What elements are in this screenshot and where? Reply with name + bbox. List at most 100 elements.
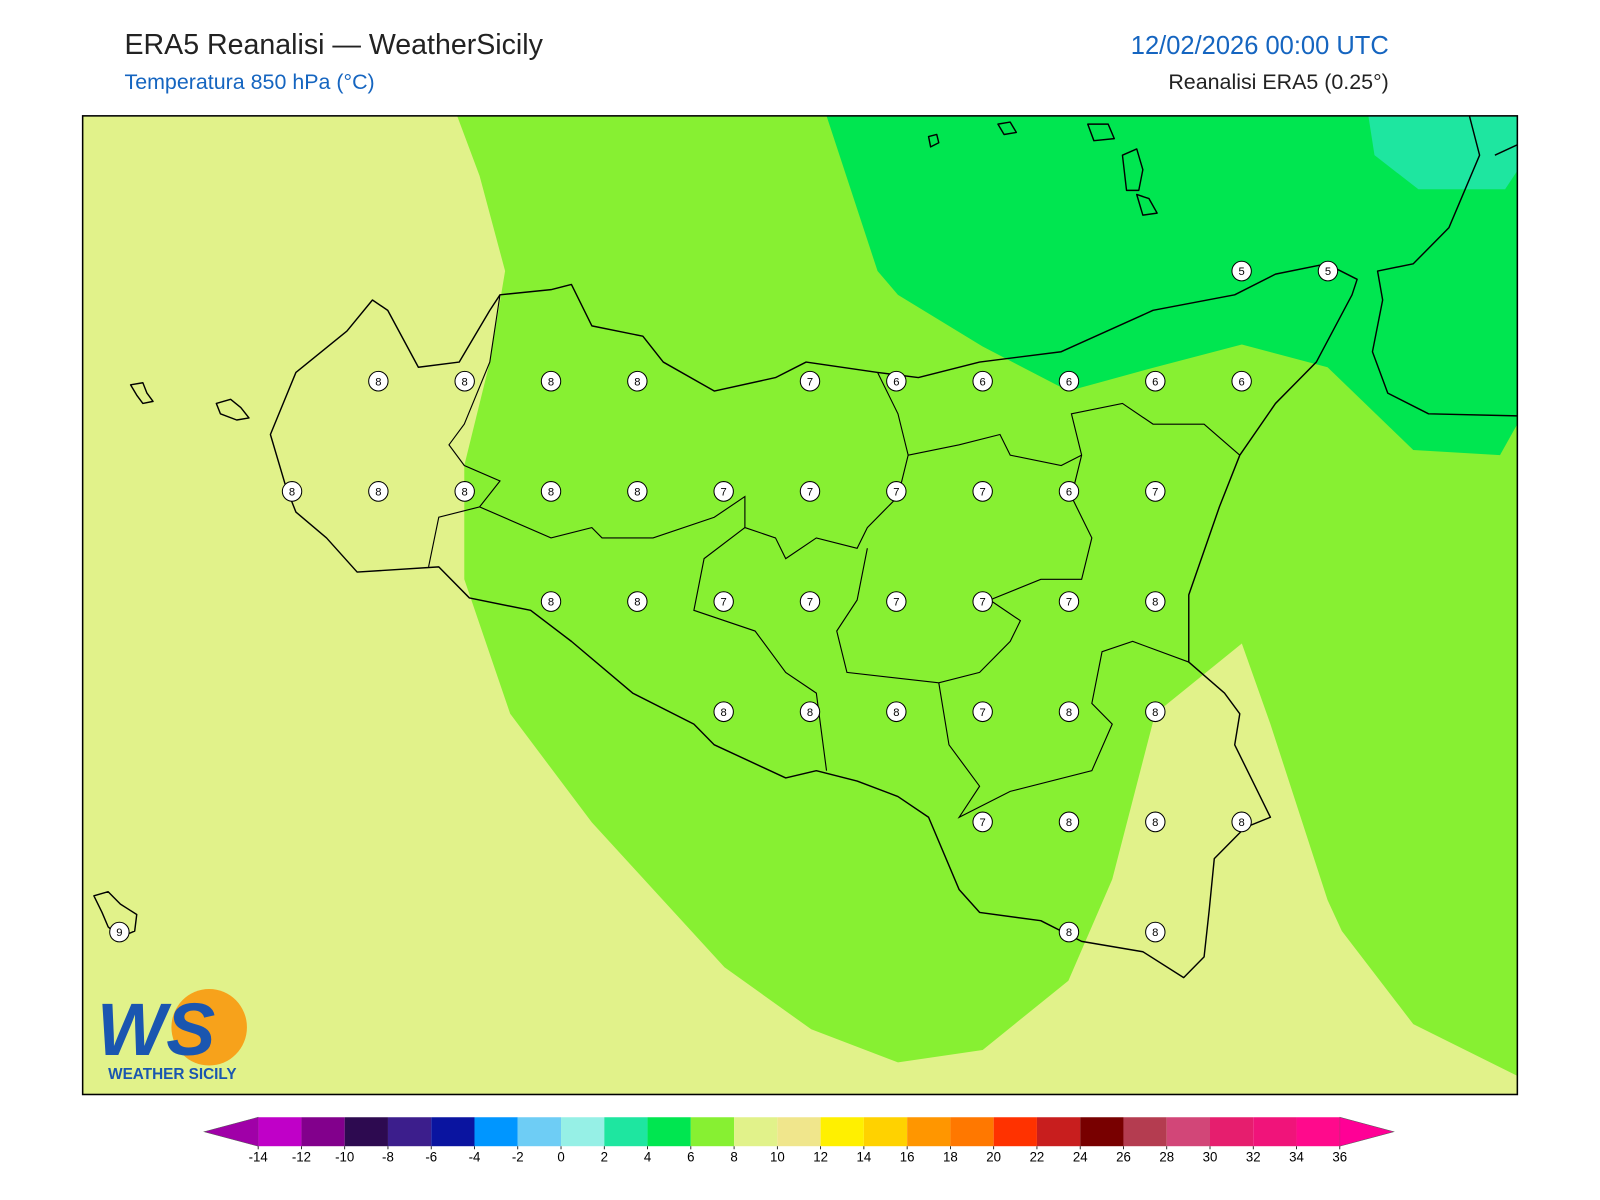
colorbar-tick-label: 32 bbox=[1246, 1150, 1261, 1165]
colorbar-segment bbox=[1036, 1117, 1081, 1147]
colorbar-tick-label: 34 bbox=[1289, 1150, 1304, 1165]
colorbar-segment bbox=[907, 1117, 951, 1147]
colorbar-tick-label: 28 bbox=[1159, 1150, 1174, 1165]
station-value: 7 bbox=[807, 486, 813, 498]
colorbar-segment bbox=[1253, 1117, 1297, 1147]
station-marker bbox=[540, 481, 562, 502]
colorbar-tick-label: -6 bbox=[425, 1150, 437, 1165]
station-marker bbox=[713, 481, 734, 502]
station-value: 8 bbox=[1066, 817, 1072, 829]
station-marker bbox=[1145, 811, 1166, 833]
sicily-coast bbox=[269, 263, 1358, 979]
colorbar-tick-label: -2 bbox=[512, 1150, 524, 1165]
datetime: 12/02/2026 00:00 UTC bbox=[1131, 32, 1389, 60]
station-value: 8 bbox=[548, 597, 554, 609]
station-value: 6 bbox=[893, 376, 899, 388]
station-value: 7 bbox=[980, 597, 986, 609]
colorbar: -14 -12 -10 -8 -6 -4 -2 0 2 4 6 8 10 12 14 16 18 20 22 24 26… bbox=[203, 1116, 1395, 1165]
station-marker bbox=[972, 481, 993, 502]
colorbar-tick-label: 24 bbox=[1073, 1150, 1088, 1165]
station-value: 8 bbox=[375, 486, 381, 498]
logo: WS WEATHER SICILY bbox=[97, 988, 247, 1083]
station-marker bbox=[1058, 701, 1080, 723]
colorbar-segment bbox=[1123, 1117, 1167, 1147]
colorbar-segment bbox=[820, 1117, 864, 1147]
station-value: 7 bbox=[1066, 597, 1072, 609]
colorbar-tick-label: 22 bbox=[1030, 1150, 1045, 1165]
field-4-6 bbox=[826, 115, 1518, 456]
station-value: 8 bbox=[1152, 707, 1158, 719]
station-value: 7 bbox=[721, 486, 727, 498]
station-marker bbox=[1058, 370, 1080, 392]
colorbar-tick-label: 30 bbox=[1203, 1150, 1218, 1165]
colorbar-segment bbox=[647, 1117, 691, 1147]
station-value: 7 bbox=[807, 376, 813, 388]
station-value: 8 bbox=[893, 707, 899, 719]
colorbar-segment bbox=[1166, 1117, 1210, 1147]
title: ERA5 Reanalisi — WeatherSicily bbox=[124, 29, 543, 61]
station-marker bbox=[1145, 701, 1166, 723]
station-marker bbox=[1145, 921, 1166, 943]
station-marker bbox=[540, 591, 562, 612]
station-value: 8 bbox=[634, 486, 640, 498]
station-marker bbox=[454, 481, 475, 502]
station-marker bbox=[109, 921, 130, 943]
station-marker bbox=[627, 591, 648, 612]
colorbar-tick-label: -4 bbox=[469, 1150, 481, 1165]
colorbar-under bbox=[203, 1116, 259, 1147]
colorbar-tick-label: 6 bbox=[687, 1150, 694, 1165]
station-marker bbox=[972, 591, 993, 612]
province-border bbox=[938, 640, 1189, 819]
colorbar-segment bbox=[950, 1117, 994, 1147]
logo-name: WEATHER SICILY bbox=[108, 1066, 237, 1083]
province-border bbox=[428, 294, 501, 568]
station-value: 7 bbox=[721, 597, 727, 609]
station-value: 7 bbox=[1152, 486, 1158, 498]
logo-mark: WS bbox=[97, 988, 215, 1072]
colorbar-segment bbox=[1210, 1117, 1254, 1147]
colorbar-tick-label: -10 bbox=[335, 1150, 354, 1165]
station-value: 8 bbox=[289, 486, 295, 498]
colorbar-segment bbox=[690, 1117, 735, 1147]
station-value: 8 bbox=[1066, 927, 1072, 939]
station-marker bbox=[886, 591, 907, 612]
station-marker bbox=[1231, 811, 1252, 833]
colorbar-segment bbox=[734, 1117, 778, 1147]
station-marker bbox=[1317, 260, 1339, 282]
station-marker bbox=[1231, 370, 1252, 392]
station-marker bbox=[1058, 921, 1080, 943]
island bbox=[93, 121, 1158, 938]
station-marker bbox=[886, 481, 907, 502]
station-value: 6 bbox=[1239, 376, 1245, 388]
colorbar-tick-label: 4 bbox=[644, 1150, 652, 1165]
colorbar-segment bbox=[1296, 1117, 1340, 1147]
station-marker bbox=[799, 591, 821, 612]
station-value: 7 bbox=[893, 486, 899, 498]
station-marker bbox=[972, 701, 993, 723]
colorbar-tick-label: 8 bbox=[730, 1150, 737, 1165]
colorbar-segment bbox=[604, 1117, 648, 1147]
station-value: 6 bbox=[1152, 376, 1158, 388]
station-marker bbox=[1058, 481, 1080, 502]
colorbar-tick-label: -8 bbox=[382, 1150, 394, 1165]
subtitle: Temperatura 850 hPa (°C) bbox=[124, 69, 374, 94]
calabria-coast bbox=[1494, 144, 1518, 156]
colorbar-segment bbox=[344, 1117, 388, 1147]
station-value: 8 bbox=[548, 486, 554, 498]
colorbar-segment bbox=[258, 1117, 302, 1147]
colorbar-tick-label: 14 bbox=[857, 1150, 872, 1165]
station-value: 8 bbox=[462, 376, 468, 388]
colorbar-tick-label: 12 bbox=[813, 1150, 828, 1165]
station-value: 8 bbox=[1152, 597, 1158, 609]
station-marker bbox=[540, 370, 562, 392]
station-marker bbox=[368, 370, 389, 392]
station-values: 5 5 8 8 8 8 7 6 6 6 6 6 8 8 8 8 8 7 7 7 7 6 7 8 8 7 7 7 7 7 8 8 8 8 7 8 8 7 8 8… bbox=[109, 260, 1339, 943]
station-marker bbox=[713, 591, 734, 612]
station-value: 7 bbox=[807, 597, 813, 609]
station-value: 5 bbox=[1239, 266, 1245, 278]
station-marker bbox=[972, 370, 993, 392]
colorbar-tick-label: 16 bbox=[900, 1150, 915, 1165]
station-marker bbox=[1145, 481, 1166, 502]
station-marker bbox=[454, 370, 475, 392]
